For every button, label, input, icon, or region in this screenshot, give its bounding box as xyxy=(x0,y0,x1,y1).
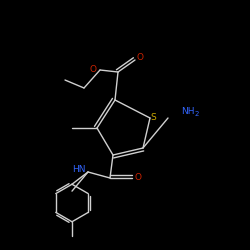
Text: O: O xyxy=(136,52,143,62)
Text: 2: 2 xyxy=(195,111,200,117)
Text: NH: NH xyxy=(181,106,194,116)
Text: S: S xyxy=(150,114,156,122)
Text: O: O xyxy=(134,172,141,182)
Text: HN: HN xyxy=(72,164,86,173)
Text: O: O xyxy=(90,66,96,74)
